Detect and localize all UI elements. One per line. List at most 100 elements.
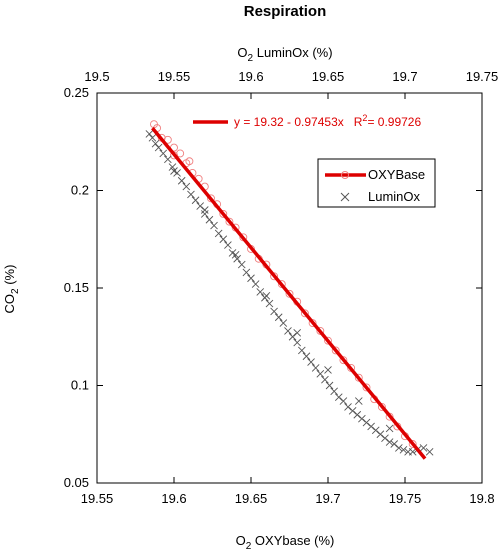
data-point (187, 190, 195, 199)
data-point (270, 272, 279, 281)
data-point (331, 346, 340, 355)
y-tick-label: 0.25 (64, 85, 89, 100)
x-bottom-tick-label: 19.55 (81, 491, 114, 506)
data-point (224, 241, 232, 249)
data-point (408, 447, 417, 456)
top-axis-label-post: LuminOx (%) (253, 45, 332, 60)
y-axis-label: CO2 (%) (2, 265, 21, 314)
data-point (321, 375, 329, 384)
y-tick-label: 0.05 (64, 475, 89, 490)
y-tick-label: 0.15 (64, 280, 89, 295)
data-point (265, 299, 274, 308)
data-point (168, 163, 177, 171)
equation-main: y = 19.32 - 0.97453x R (234, 115, 363, 129)
data-point (298, 346, 306, 355)
data-point (145, 130, 154, 138)
y-axis-label-pre: CO (2, 294, 17, 314)
top-axis-label-sub: 2 (248, 53, 254, 64)
data-point (395, 444, 403, 452)
data-point (200, 206, 209, 214)
data-point (385, 424, 394, 433)
data-point (279, 319, 288, 327)
data-point (210, 221, 218, 230)
series-luminox (145, 130, 434, 456)
data-point (164, 155, 172, 164)
data-point (316, 326, 325, 335)
data-point (385, 438, 394, 446)
data-point (148, 134, 157, 142)
x-top-tick-label: 19.5 (84, 69, 109, 84)
data-point (399, 446, 408, 454)
data-point (284, 327, 292, 335)
legend-oxybase-label: OXYBase (368, 167, 425, 182)
data-point (170, 167, 178, 175)
data-point (408, 440, 417, 448)
data-point (376, 430, 385, 439)
fit-line (151, 126, 427, 460)
data-point (307, 358, 315, 366)
equation-text: y = 19.32 - 0.97453x R2= 0.99726 (234, 113, 421, 129)
bottom-axis-label-pre: O (236, 533, 246, 548)
legend: OXYBase LuminOx (317, 158, 436, 208)
chart-title: Respiration (244, 3, 327, 20)
data-point (377, 403, 386, 411)
data-point (231, 251, 240, 259)
data-point (324, 366, 332, 374)
data-point (182, 182, 191, 191)
data-point (390, 440, 399, 448)
plot-frame (96, 92, 483, 484)
data-point (353, 410, 362, 419)
data-point (348, 407, 357, 415)
data-point (251, 280, 260, 288)
bottom-axis-ticks: 19.55 19.6 19.65 19.7 19.75 19.8 (81, 477, 495, 506)
x-bottom-tick-label: 19.6 (161, 491, 186, 506)
bottom-axis-label-post: OXYbase (%) (251, 533, 334, 548)
y-axis-label-sub: 2 (10, 288, 21, 294)
data-point (339, 356, 348, 365)
legend-box (317, 158, 436, 208)
top-axis-label-pre: O (237, 45, 247, 60)
data-point (159, 149, 168, 158)
data-point (311, 364, 320, 372)
data-point (293, 329, 302, 337)
data-point (362, 383, 371, 392)
data-point (288, 332, 297, 341)
data-point (344, 403, 352, 411)
bottom-axis-label: O2 OXYbase (%) (236, 533, 335, 552)
data-point (316, 369, 325, 378)
data-point (425, 447, 434, 456)
data-point (256, 288, 265, 296)
data-point (302, 352, 311, 361)
equation-tail: = 0.99726 (367, 115, 421, 129)
data-point (191, 196, 200, 205)
data-point (270, 307, 278, 316)
data-point (205, 215, 214, 224)
data-point (219, 209, 228, 218)
data-point (419, 444, 428, 452)
data-point (371, 426, 380, 435)
x-top-tick-label: 19.6 (238, 69, 263, 84)
x-bottom-tick-label: 19.75 (389, 491, 422, 506)
data-point (247, 274, 255, 283)
data-point (151, 139, 160, 148)
x-top-tick-label: 19.75 (466, 69, 499, 84)
x-bottom-tick-label: 19.7 (315, 491, 340, 506)
data-point (196, 202, 204, 210)
legend-luminox-label: LuminOx (368, 189, 421, 204)
data-point (339, 397, 348, 405)
data-point (330, 387, 338, 396)
data-point (358, 414, 366, 423)
data-point (324, 336, 332, 345)
data-point (334, 393, 343, 402)
data-point (233, 254, 241, 263)
y-tick-label: 0.2 (71, 183, 89, 198)
data-point (225, 217, 234, 226)
top-axis-label: O2 LuminOx (%) (237, 45, 332, 64)
data-point (362, 418, 371, 427)
x-top-tick-label: 19.7 (392, 69, 417, 84)
bottom-axis-label-sub: 2 (246, 541, 252, 552)
data-point (237, 260, 246, 269)
data-point (293, 338, 302, 347)
data-point (274, 313, 283, 322)
